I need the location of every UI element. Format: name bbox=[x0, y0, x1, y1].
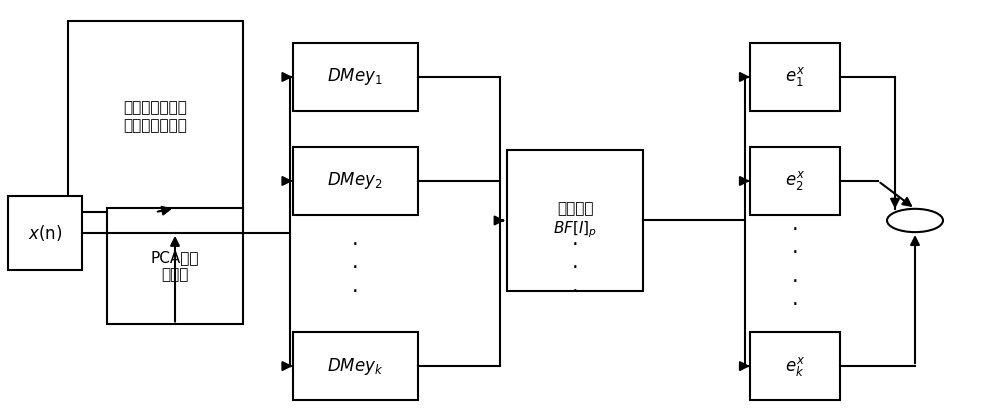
Bar bbox=[107, 208, 242, 324]
Text: $DMey_1$: $DMey_1$ bbox=[327, 67, 383, 87]
Circle shape bbox=[887, 209, 943, 232]
Text: ·
·: · · bbox=[792, 272, 798, 315]
Text: $e_k^x$: $e_k^x$ bbox=[785, 354, 805, 378]
Bar bbox=[8, 196, 82, 270]
Text: $DMey_2$: $DMey_2$ bbox=[327, 171, 383, 191]
Text: $e_1^x$: $e_1^x$ bbox=[785, 65, 805, 89]
Bar bbox=[507, 150, 642, 291]
Bar bbox=[292, 42, 418, 111]
Text: $x$(n): $x$(n) bbox=[28, 223, 62, 243]
Bar bbox=[68, 21, 242, 212]
Bar bbox=[292, 146, 418, 215]
Bar bbox=[750, 146, 840, 215]
Text: 典型战场铁磁性
装甲目标数据库: 典型战场铁磁性 装甲目标数据库 bbox=[123, 100, 187, 133]
Bar bbox=[292, 332, 418, 400]
Text: ·
·
·: · · · bbox=[352, 235, 358, 302]
Bar bbox=[750, 332, 840, 400]
Text: ·
·
·: · · · bbox=[572, 235, 578, 302]
Text: $e_2^x$: $e_2^x$ bbox=[785, 169, 805, 193]
Text: 双边滤波
$BF[I]_p$: 双边滤波 $BF[I]_p$ bbox=[553, 201, 597, 240]
Text: $DMey_k$: $DMey_k$ bbox=[327, 356, 383, 376]
Text: PCA自适
应窗口: PCA自适 应窗口 bbox=[151, 250, 199, 282]
Bar bbox=[750, 42, 840, 111]
Text: ·
·: · · bbox=[792, 220, 798, 263]
